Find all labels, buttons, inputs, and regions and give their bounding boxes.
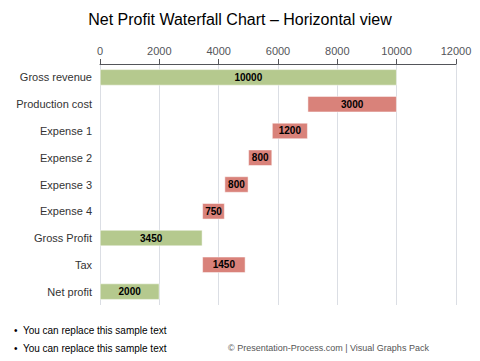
svg-text:8000: 8000: [325, 45, 349, 57]
svg-text:Expense 2: Expense 2: [40, 152, 92, 164]
svg-text:Expense 1: Expense 1: [40, 125, 92, 137]
svg-text:3450: 3450: [140, 233, 163, 244]
svg-text:10000: 10000: [381, 45, 412, 57]
svg-text:0: 0: [97, 45, 103, 57]
svg-text:12000: 12000: [441, 45, 472, 57]
svg-text:6000: 6000: [266, 45, 290, 57]
svg-text:750: 750: [205, 206, 222, 217]
svg-text:Production cost: Production cost: [16, 98, 92, 110]
svg-text:10000: 10000: [234, 72, 262, 83]
svg-text:3000: 3000: [341, 99, 364, 110]
svg-text:1450: 1450: [213, 259, 236, 270]
svg-text:2000: 2000: [119, 286, 142, 297]
svg-text:2000: 2000: [147, 45, 171, 57]
svg-text:© Presentation-Process.com | V: © Presentation-Process.com | Visual Grap…: [228, 343, 429, 353]
svg-text:800: 800: [228, 179, 245, 190]
svg-text:Tax: Tax: [75, 259, 93, 271]
svg-text:• You can replace this sample: • You can replace this sample text: [14, 325, 167, 336]
svg-text:Expense 4: Expense 4: [40, 205, 92, 217]
svg-text:800: 800: [252, 152, 269, 163]
svg-text:Expense 3: Expense 3: [40, 179, 92, 191]
svg-text:1200: 1200: [279, 125, 302, 136]
svg-text:4000: 4000: [206, 45, 230, 57]
svg-text:• You can replace this sample: • You can replace this sample text: [14, 343, 167, 354]
svg-text:Net profit: Net profit: [47, 286, 92, 298]
svg-text:Gross Profit: Gross Profit: [34, 232, 92, 244]
svg-text:Net Profit Waterfall Chart – H: Net Profit Waterfall Chart – Horizontal …: [88, 11, 392, 28]
svg-text:Gross revenue: Gross revenue: [20, 71, 92, 83]
